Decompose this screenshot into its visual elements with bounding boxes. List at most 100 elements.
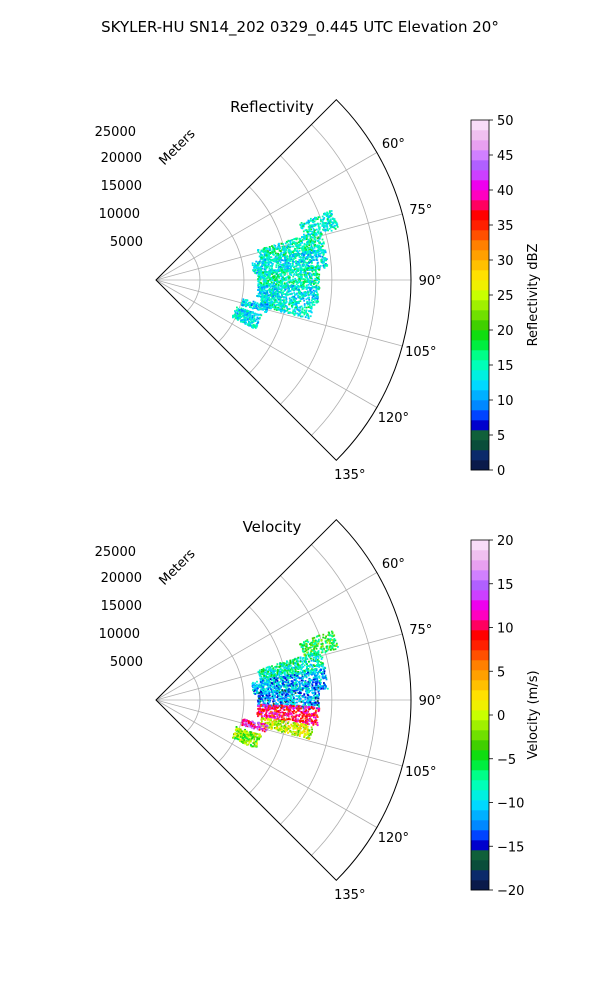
radar-gate <box>291 312 293 314</box>
radar-gate <box>272 697 275 699</box>
radar-gate <box>238 309 241 312</box>
radar-gate <box>269 283 272 286</box>
radar-gate <box>282 286 284 288</box>
radar-gate <box>265 271 268 273</box>
radar-gate <box>304 669 307 671</box>
radar-gate <box>296 267 298 270</box>
radar-gate <box>245 304 247 307</box>
radar-gate <box>287 667 290 670</box>
radar-gate <box>316 660 319 663</box>
radar-gate <box>268 247 271 250</box>
radar-gate <box>248 310 251 313</box>
radar-gate <box>315 709 317 712</box>
radar-gate <box>279 282 282 285</box>
radar-gate <box>299 264 301 267</box>
radar-gate <box>254 326 257 328</box>
radar-gate <box>335 642 338 645</box>
radar-gate <box>269 715 272 717</box>
radar-gate <box>255 303 258 306</box>
radar-gate <box>274 681 277 684</box>
radar-gate <box>252 681 254 684</box>
radar-gate <box>236 309 239 312</box>
radar-gate <box>274 708 276 711</box>
radar-gate <box>323 267 326 269</box>
radar-gate <box>255 260 258 263</box>
radar-gate <box>281 664 284 667</box>
radar-gate <box>275 709 278 712</box>
radar-gate <box>257 700 260 703</box>
radar-gate <box>311 679 313 682</box>
radar-gate <box>309 701 312 704</box>
radar-gate <box>311 257 313 259</box>
radar-gate <box>304 249 307 252</box>
radar-gate <box>292 298 295 301</box>
radar-gate <box>314 674 316 677</box>
radar-gate <box>315 688 318 691</box>
radar-gate <box>311 302 314 304</box>
radar-gate <box>262 685 265 688</box>
radar-gate <box>282 263 285 265</box>
radar-gate <box>308 715 310 717</box>
radar-gate <box>272 671 274 674</box>
colorbar-segment <box>471 290 489 301</box>
radar-gate <box>306 717 308 719</box>
radar-gate <box>318 244 321 247</box>
radar-gate <box>281 287 283 290</box>
radar-gate <box>283 282 286 285</box>
radar-gate <box>289 253 291 256</box>
radar-gate <box>330 649 332 651</box>
radar-gate <box>283 685 285 688</box>
radar-gate <box>283 274 286 276</box>
radar-gate <box>252 323 255 326</box>
radar-gate <box>310 249 313 252</box>
radar-gate <box>305 662 307 664</box>
radar-gate <box>288 699 290 702</box>
radar-gate <box>257 294 260 297</box>
radar-gate <box>267 701 270 704</box>
radar-gate <box>268 675 271 677</box>
radar-gate <box>303 669 306 672</box>
radar-gate <box>262 672 265 674</box>
radar-gate <box>317 225 320 227</box>
radar-gate <box>269 687 272 690</box>
radar-gate <box>325 678 328 681</box>
radar-gate <box>270 265 273 268</box>
radar-gate <box>289 668 292 671</box>
radar-gate <box>299 305 302 308</box>
radar-gate <box>337 646 339 648</box>
radar-gate <box>237 315 240 318</box>
radar-gate <box>260 250 263 253</box>
radar-gate <box>281 697 283 700</box>
radar-gate <box>305 660 307 663</box>
radar-gate <box>255 313 258 316</box>
radar-gate <box>306 312 309 315</box>
radar-gate <box>318 681 321 683</box>
radar-gate <box>289 267 292 270</box>
radar-gate <box>323 259 326 262</box>
radar-gate <box>269 260 272 262</box>
radar-gate <box>277 290 279 293</box>
azimuth-gridline <box>155 699 378 828</box>
colorbar-tick-label: 0 <box>497 464 505 479</box>
radar-gate <box>324 251 327 254</box>
radar-gate <box>296 685 299 688</box>
radar-gate <box>293 265 296 268</box>
radar-gate <box>261 276 263 278</box>
radar-gate <box>313 712 316 714</box>
radial-tick-label: 15000 <box>101 179 142 194</box>
radar-gate <box>298 706 301 708</box>
radar-gate <box>264 699 267 702</box>
radar-gate <box>333 227 336 229</box>
radar-gate <box>277 706 280 709</box>
radar-gate <box>317 216 320 219</box>
radar-gate <box>252 300 255 303</box>
radar-gate <box>311 684 314 687</box>
radar-gate <box>310 670 312 672</box>
radar-gate <box>236 312 239 315</box>
radar-gate <box>289 708 292 711</box>
radar-gate <box>326 649 329 652</box>
radar-gate <box>315 284 318 287</box>
radar-gate <box>280 302 282 305</box>
radar-gate <box>261 689 263 692</box>
radar-gate <box>277 298 280 301</box>
